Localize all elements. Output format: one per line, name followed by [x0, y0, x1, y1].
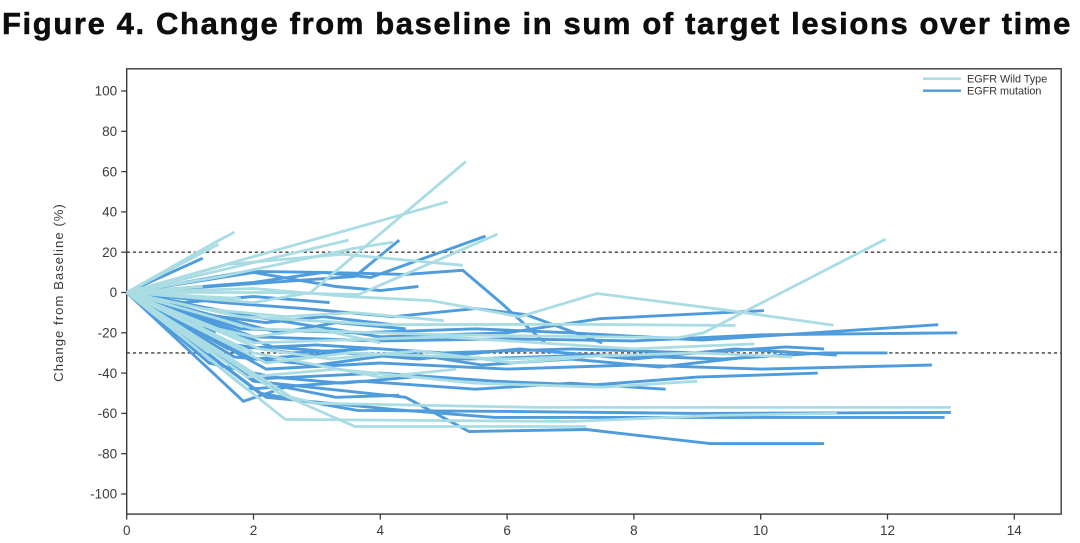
- svg-text:EGFR mutation: EGFR mutation: [967, 85, 1041, 97]
- svg-text:100: 100: [95, 84, 118, 99]
- svg-text:-80: -80: [98, 446, 118, 461]
- svg-text:Change from Baseline (%): Change from Baseline (%): [51, 203, 66, 382]
- svg-text:4: 4: [377, 523, 385, 538]
- svg-text:10: 10: [753, 523, 768, 538]
- svg-text:40: 40: [102, 205, 117, 220]
- svg-text:60: 60: [102, 164, 117, 179]
- svg-text:-100: -100: [90, 487, 117, 502]
- svg-text:EGFR Wild Type: EGFR Wild Type: [967, 73, 1047, 85]
- svg-text:80: 80: [102, 124, 117, 139]
- svg-text:-60: -60: [98, 406, 118, 421]
- svg-text:8: 8: [630, 523, 638, 538]
- svg-text:2: 2: [250, 523, 258, 538]
- svg-text:14: 14: [1007, 523, 1023, 538]
- svg-text:6: 6: [503, 523, 511, 538]
- svg-text:0: 0: [110, 285, 118, 300]
- svg-text:-40: -40: [98, 366, 118, 381]
- svg-text:12: 12: [880, 523, 895, 538]
- svg-text:-20: -20: [98, 326, 118, 341]
- svg-text:20: 20: [102, 245, 117, 260]
- svg-text:0: 0: [123, 523, 131, 538]
